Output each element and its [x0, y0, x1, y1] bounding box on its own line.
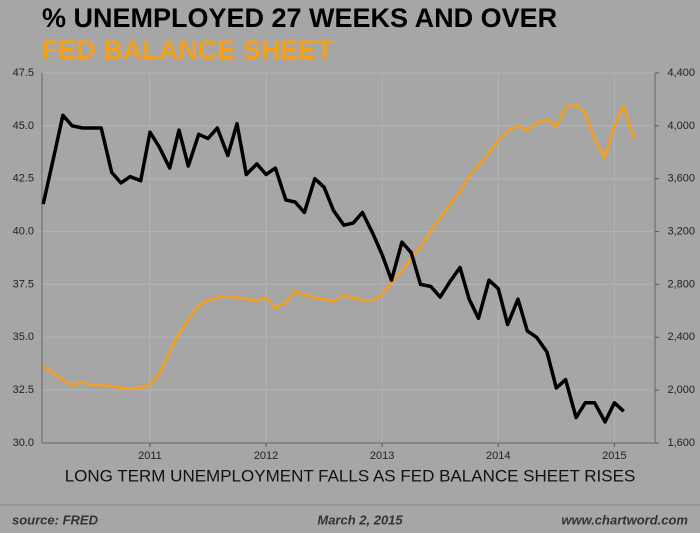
y2-tick-label: 4,400 — [667, 67, 695, 79]
date: March 2, 2015 — [317, 512, 403, 527]
x-tick-label: 2012 — [254, 450, 278, 462]
series-line — [41, 113, 625, 424]
y-tick-label: 37.5 — [13, 278, 34, 290]
x-tick-label: 2013 — [370, 450, 394, 462]
caption: LONG TERM UNEMPLOYMENT FALLS AS FED BALA… — [65, 466, 636, 485]
series-title-fed: FED BALANCE SHEET — [42, 35, 334, 65]
y-tick-label: 35.0 — [13, 331, 34, 343]
y-tick-label: 42.5 — [13, 173, 34, 185]
y2-tick-label: 3,600 — [667, 173, 695, 185]
y2-tick-label: 2,800 — [667, 278, 695, 290]
y2-tick-label: 4,000 — [667, 120, 695, 132]
source: source: FRED — [12, 512, 99, 527]
y-tick-label: 30.0 — [13, 437, 34, 449]
y2-tick-label: 2,000 — [667, 384, 695, 396]
y-tick-label: 40.0 — [13, 225, 34, 237]
website: www.chartword.com — [561, 512, 688, 527]
y2-tick-label: 3,200 — [667, 225, 695, 237]
x-tick-label: 2011 — [138, 450, 162, 462]
series-line — [42, 103, 636, 391]
y2-tick-label: 1,600 — [667, 437, 695, 449]
y-tick-label: 45.0 — [13, 120, 34, 132]
x-tick-label: 2015 — [602, 450, 626, 462]
x-tick-label: 2014 — [486, 450, 510, 462]
y-tick-label: 32.5 — [13, 384, 34, 396]
y-tick-label: 47.5 — [13, 67, 34, 79]
series-title-unemployed: % UNEMPLOYED 27 WEEKS AND OVER — [42, 3, 557, 33]
y2-tick-label: 2,400 — [667, 331, 695, 343]
